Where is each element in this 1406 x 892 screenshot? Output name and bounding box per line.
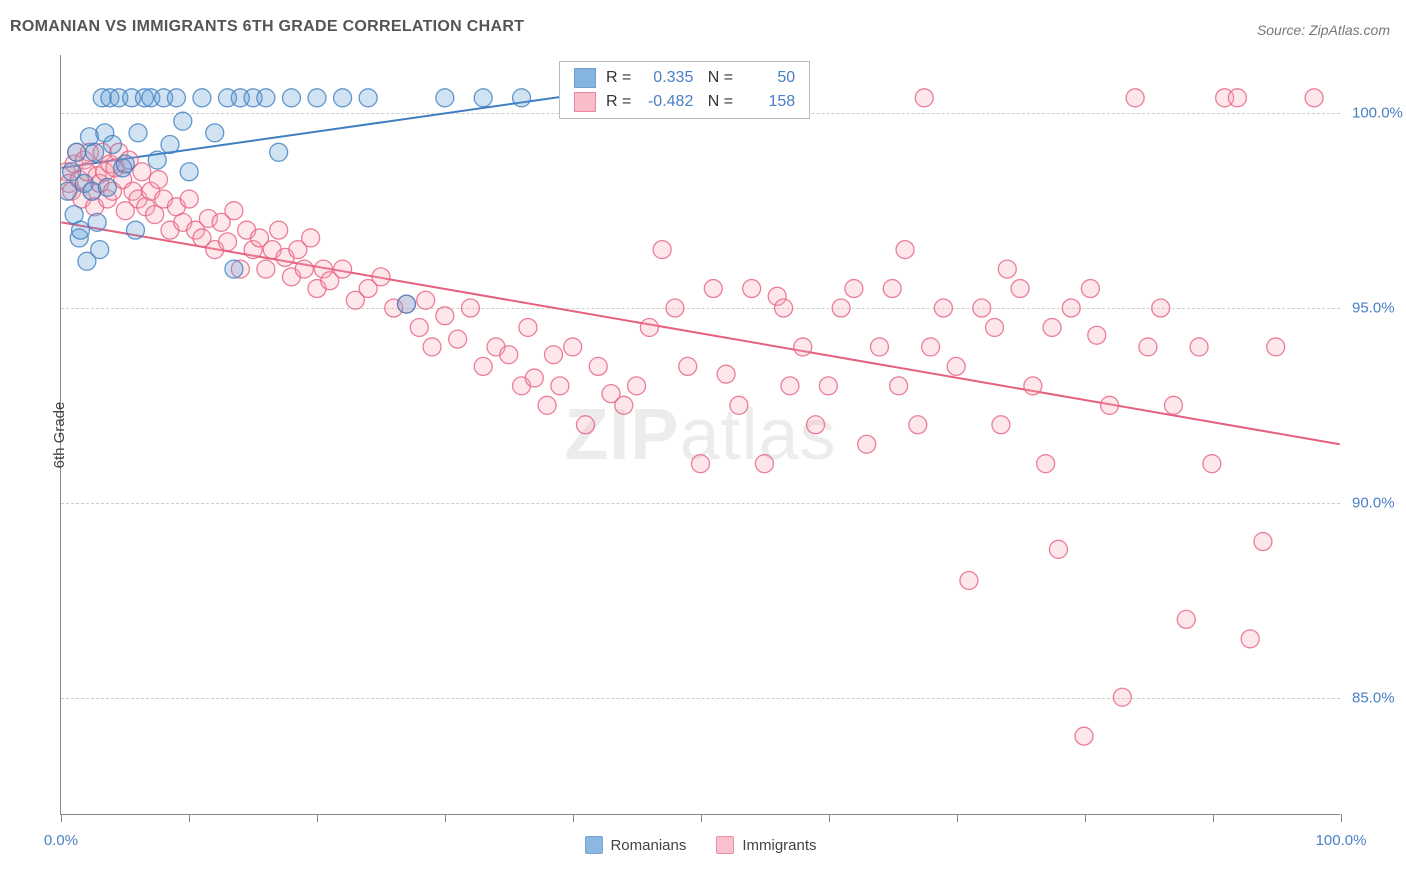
x-tick — [189, 814, 190, 822]
watermark: ZIPatlas — [564, 394, 836, 476]
x-tick — [829, 814, 830, 822]
gridline — [61, 698, 1340, 699]
y-tick-label: 100.0% — [1352, 105, 1406, 122]
watermark-light: atlas — [679, 395, 836, 475]
legend-item-romanians: Romanians — [584, 836, 686, 854]
y-tick-label: 95.0% — [1352, 300, 1406, 317]
x-tick-label: 0.0% — [44, 832, 78, 849]
x-tick — [1213, 814, 1214, 822]
x-tick — [573, 814, 574, 822]
y-tick-label: 85.0% — [1352, 690, 1406, 707]
info-row-immigrants: R = -0.482 N = 158 — [574, 92, 795, 112]
immigrants-swatch-icon — [574, 92, 596, 112]
n-label: N = — [703, 93, 733, 111]
x-tick — [1085, 814, 1086, 822]
romanians-n-value: 50 — [743, 69, 795, 87]
y-axis-title: 6th Grade — [51, 401, 68, 468]
gridline — [61, 503, 1340, 504]
scatter-points — [61, 55, 1340, 814]
r-label: R = — [606, 69, 631, 87]
romanians-legend-swatch-icon — [584, 836, 602, 854]
trend-lines — [61, 55, 1340, 814]
gridline — [61, 308, 1340, 309]
legend-item-immigrants: Immigrants — [716, 836, 816, 854]
x-tick — [957, 814, 958, 822]
info-row-romanians: R = 0.335 N = 50 — [574, 68, 795, 88]
romanians-r-value: 0.335 — [641, 69, 693, 87]
immigrants-legend-swatch-icon — [716, 836, 734, 854]
x-tick — [61, 814, 62, 822]
source-attribution: Source: ZipAtlas.com — [1257, 22, 1390, 38]
r-label: R = — [606, 93, 631, 111]
x-tick — [445, 814, 446, 822]
immigrants-r-value: -0.482 — [641, 93, 693, 111]
immigrants-n-value: 158 — [743, 93, 795, 111]
chart-title: ROMANIAN VS IMMIGRANTS 6TH GRADE CORRELA… — [10, 18, 524, 36]
watermark-bold: ZIP — [564, 395, 679, 475]
y-tick-label: 90.0% — [1352, 495, 1406, 512]
legend: Romanians Immigrants — [584, 836, 816, 854]
romanians-legend-label: Romanians — [610, 837, 686, 854]
x-tick-label: 100.0% — [1316, 832, 1367, 849]
plot-area: 6th Grade ZIPatlas 85.0%90.0%95.0%100.0%… — [60, 55, 1340, 815]
x-tick — [701, 814, 702, 822]
x-tick — [317, 814, 318, 822]
correlation-info-box: R = 0.335 N = 50 R = -0.482 N = 158 — [559, 61, 810, 119]
romanians-swatch-icon — [574, 68, 596, 88]
x-tick — [1341, 814, 1342, 822]
immigrants-legend-label: Immigrants — [742, 837, 816, 854]
n-label: N = — [703, 69, 733, 87]
chart-container: ROMANIAN VS IMMIGRANTS 6TH GRADE CORRELA… — [0, 0, 1406, 892]
